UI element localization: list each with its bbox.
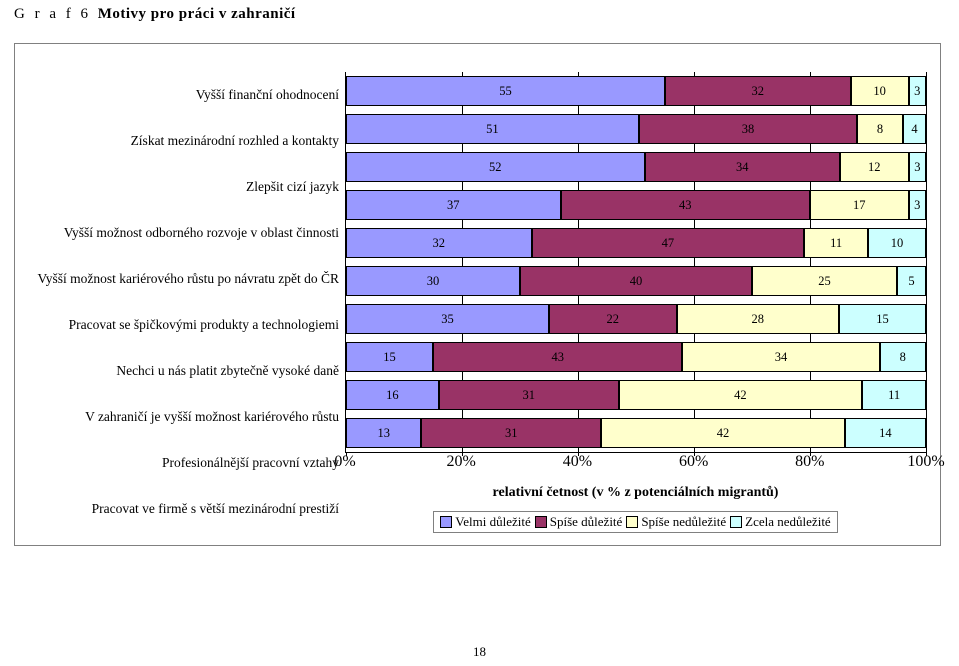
page-title: G r a f 6 Motivy pro práci v zahraničí [14, 6, 941, 23]
y-axis-labels: Vyšší finanční ohodnocení Získat mezináro… [29, 72, 345, 533]
bar-segment: 35 [346, 304, 549, 334]
bar-row: 5532103 [346, 72, 926, 110]
stacked-bar: 3040255 [346, 266, 926, 296]
legend-item: Zcela nedůležité [730, 514, 831, 530]
bar-row: 513884 [346, 110, 926, 148]
y-axis-label: Vyšší možnost odborného rozvoje v oblast… [29, 214, 339, 252]
page: G r a f 6 Motivy pro práci v zahraničí V… [0, 0, 959, 666]
legend-item: Spíše důležité [535, 514, 623, 530]
bar-row: 16314211 [346, 376, 926, 414]
bar-segment: 55 [346, 76, 665, 106]
bar-segment: 37 [346, 190, 561, 220]
bar-segment: 13 [346, 418, 421, 448]
stacked-bar: 16314211 [346, 380, 926, 410]
legend-label: Zcela nedůležité [745, 514, 831, 530]
bar-row: 32471110 [346, 224, 926, 262]
bar-segment: 3 [909, 152, 926, 182]
y-axis-label: Nechci u nás platit zbytečně vysoké daně [29, 353, 339, 391]
page-number: 18 [0, 644, 959, 660]
stacked-bar: 1543348 [346, 342, 926, 372]
bar-segment: 8 [857, 114, 903, 144]
bar-segment: 42 [601, 418, 845, 448]
y-axis-label: Pracovat ve firmě s větší mezinárodní pr… [29, 491, 339, 529]
bar-segment: 22 [549, 304, 677, 334]
title-prefix: G r a f 6 [14, 6, 98, 22]
bar-segment: 32 [346, 228, 532, 258]
bar-segment: 3 [909, 76, 926, 106]
stacked-bar: 32471110 [346, 228, 926, 258]
plot: 5532103513884523412337431733247111030402… [345, 72, 926, 453]
bar-segment: 15 [839, 304, 926, 334]
bar-segment: 14 [845, 418, 926, 448]
legend-label: Velmi důležité [455, 514, 530, 530]
bar-row: 35222815 [346, 300, 926, 338]
y-axis-label: Získat mezinárodní rozhled a kontakty [29, 122, 339, 160]
bar-segment: 43 [433, 342, 682, 372]
x-axis: 0%20%40%60%80%100% [345, 453, 926, 469]
stacked-bar: 5234123 [346, 152, 926, 182]
bar-row: 3040255 [346, 262, 926, 300]
bar-row: 5234123 [346, 148, 926, 186]
bar-segment: 10 [851, 76, 909, 106]
bar-segment: 32 [665, 76, 851, 106]
y-axis-label: Vyšší finanční ohodnocení [29, 76, 339, 114]
bar-segment: 5 [897, 266, 926, 296]
bar-segment: 28 [677, 304, 839, 334]
bar-row: 13314214 [346, 414, 926, 452]
bar-segment: 4 [903, 114, 926, 144]
legend: Velmi důležité Spíše důležité Spíše nedůle… [433, 511, 837, 533]
chart-area: Vyšší finanční ohodnocení Získat mezináro… [29, 72, 926, 533]
stacked-bar: 513884 [346, 114, 926, 144]
bar-row: 3743173 [346, 186, 926, 224]
legend-swatch [440, 516, 452, 528]
bar-segment: 42 [619, 380, 863, 410]
title-main: Motivy pro práci v zahraničí [98, 6, 296, 22]
y-axis-label: Profesionálnější pracovní vztahy [29, 445, 339, 483]
bar-segment: 11 [862, 380, 926, 410]
bar-segment: 17 [810, 190, 909, 220]
y-axis-label: Zlepšit cizí jazyk [29, 168, 339, 206]
bar-segment: 34 [645, 152, 840, 182]
bar-segment: 10 [868, 228, 926, 258]
y-axis-label: Vyšší možnost kariérového růstu po návra… [29, 260, 339, 298]
bar-segment: 8 [880, 342, 926, 372]
legend-swatch [535, 516, 547, 528]
stacked-bar: 5532103 [346, 76, 926, 106]
bar-segment: 16 [346, 380, 439, 410]
stacked-bar: 3743173 [346, 190, 926, 220]
bar-segment: 25 [752, 266, 897, 296]
bar-segment: 12 [840, 152, 909, 182]
legend-swatch [626, 516, 638, 528]
legend-label: Spíše důležité [550, 514, 623, 530]
bar-segment: 34 [682, 342, 879, 372]
plot-wrapper: 5532103513884523412337431733247111030402… [345, 72, 926, 533]
bar-segment: 52 [346, 152, 645, 182]
legend-item: Spíše nedůležité [626, 514, 726, 530]
bar-segment: 15 [346, 342, 433, 372]
stacked-bar: 35222815 [346, 304, 926, 334]
legend-item: Velmi důležité [440, 514, 530, 530]
bar-segment: 47 [532, 228, 805, 258]
bar-segment: 30 [346, 266, 520, 296]
gridline [926, 72, 927, 452]
bar-segment: 51 [346, 114, 639, 144]
bar-segment: 11 [804, 228, 868, 258]
bar-segment: 38 [639, 114, 857, 144]
bar-segment: 43 [561, 190, 810, 220]
x-axis-caption: relativní četnost (v % z potenciálních m… [345, 485, 926, 501]
chart-frame: Vyšší finanční ohodnocení Získat mezináro… [14, 43, 941, 546]
bar-row: 1543348 [346, 338, 926, 376]
bar-segment: 31 [439, 380, 619, 410]
y-axis-label: V zahraničí je vyšší možnost kariérového… [29, 399, 339, 437]
stacked-bar: 13314214 [346, 418, 926, 448]
bar-segment: 40 [520, 266, 752, 296]
legend-swatch [730, 516, 742, 528]
y-axis-label: Pracovat se špičkovými produkty a techno… [29, 307, 339, 345]
legend-label: Spíše nedůležité [641, 514, 726, 530]
bar-segment: 3 [909, 190, 926, 220]
bars-container: 5532103513884523412337431733247111030402… [346, 72, 926, 452]
bar-segment: 31 [421, 418, 601, 448]
